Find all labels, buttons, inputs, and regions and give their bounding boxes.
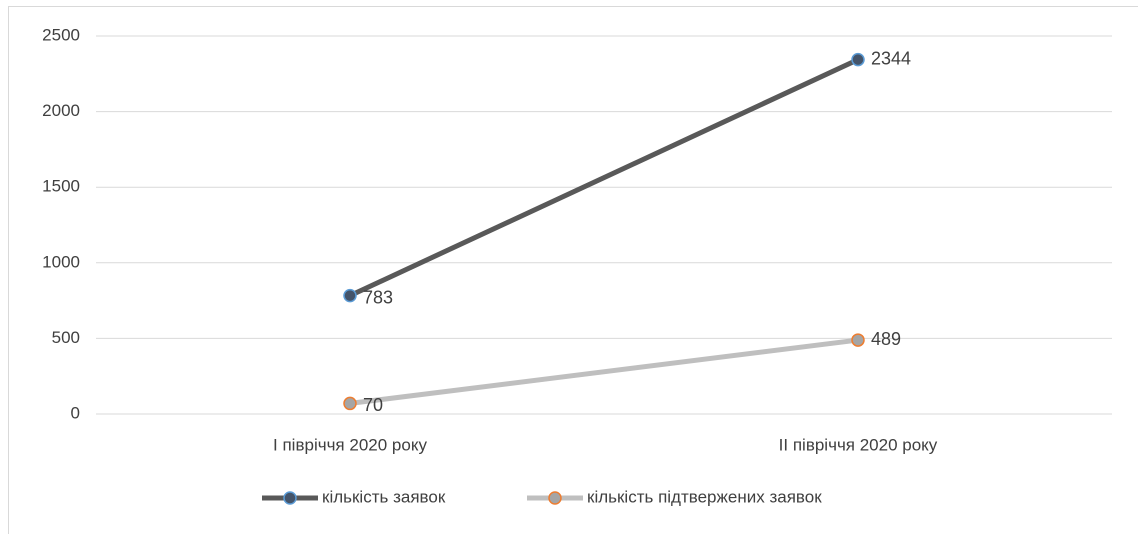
point-marker (343, 288, 357, 303)
data-label: 70 (363, 395, 383, 415)
legend-label: кількість підтвержених заявок (587, 487, 822, 506)
legend-marker (283, 491, 297, 505)
x-tick-label: II півріччя 2020 року (779, 435, 938, 454)
series-line (347, 57, 861, 299)
y-tick-label: 2500 (42, 25, 80, 44)
data-label: 783 (363, 287, 393, 307)
y-tick-label: 500 (52, 328, 80, 347)
series-line (347, 337, 861, 406)
point-marker (851, 333, 865, 347)
data-label: 489 (871, 329, 901, 349)
point-marker (851, 52, 865, 67)
legend-label: кількість заявок (322, 487, 446, 506)
point-marker (343, 396, 357, 411)
y-tick-label: 1500 (42, 177, 80, 196)
chart-frame (8, 6, 1138, 534)
y-tick-label: 0 (71, 403, 80, 422)
legend-marker (548, 491, 562, 505)
data-label: 2344 (871, 48, 911, 68)
y-tick-label: 1000 (42, 252, 80, 271)
y-tick-label: 2000 (42, 101, 80, 120)
x-tick-label: I півріччя 2020 року (273, 435, 427, 454)
